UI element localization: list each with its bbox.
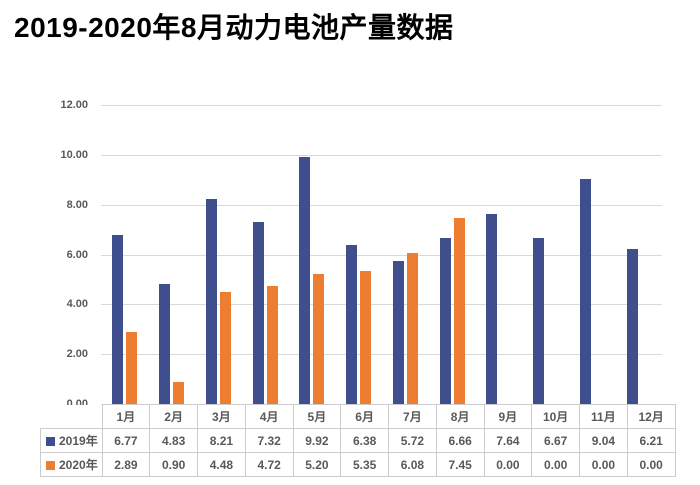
legend-swatch-icon bbox=[46, 461, 55, 470]
table-corner-cell bbox=[40, 404, 102, 429]
month-header-cell: 8月 bbox=[435, 404, 485, 429]
table-value-cell: 0.00 bbox=[579, 452, 628, 477]
table-value-cell: 5.35 bbox=[340, 452, 389, 477]
month-header-cell: 7月 bbox=[388, 404, 437, 429]
month-header-cell: 1月 bbox=[101, 404, 151, 429]
bar-2019年-4月 bbox=[252, 221, 264, 404]
legend-label: 2020年 bbox=[59, 458, 98, 472]
month-header-cell: 12月 bbox=[626, 404, 676, 429]
y-tick-label: 4.00 bbox=[66, 298, 88, 311]
bar-2020年-6月 bbox=[360, 270, 372, 404]
table-value-cell: 6.21 bbox=[626, 428, 676, 453]
table-value-cell: 8.21 bbox=[197, 428, 246, 453]
month-header-cell: 6月 bbox=[340, 404, 389, 429]
table-value-cell: 9.04 bbox=[579, 428, 628, 453]
bar-2020年-4月 bbox=[266, 286, 278, 404]
month-header-cell: 4月 bbox=[244, 404, 294, 429]
bar-2020年-5月 bbox=[313, 274, 325, 404]
table-value-cell: 4.72 bbox=[244, 452, 294, 477]
gridline bbox=[101, 304, 662, 306]
bar-2019年-11月 bbox=[579, 178, 591, 404]
table-value-cell: 7.45 bbox=[435, 452, 485, 477]
bar-2019年-10月 bbox=[533, 237, 545, 404]
bar-2019年-12月 bbox=[626, 249, 638, 404]
bar-2020年-8月 bbox=[453, 218, 465, 404]
bar-2020年-1月 bbox=[126, 331, 138, 404]
table-value-cell: 0.00 bbox=[531, 452, 580, 477]
table-value-cell: 6.67 bbox=[531, 428, 580, 453]
bar-2019年-3月 bbox=[205, 199, 217, 404]
table-row: 2019年 6.77 4.83 8.21 7.32 9.92 6.38 5.72 6.66 7.6… bbox=[40, 428, 676, 453]
table-value-cell: 9.92 bbox=[292, 428, 342, 453]
table-value-cell: 4.83 bbox=[149, 428, 198, 453]
table-value-cell: 7.64 bbox=[483, 428, 533, 453]
table-value-cell: 5.72 bbox=[388, 428, 437, 453]
table-value-cell: 6.08 bbox=[388, 452, 437, 477]
table-value-cell: 0.90 bbox=[149, 452, 198, 477]
table-value-cell: 0.00 bbox=[626, 452, 676, 477]
chart-title: 2019-2020年8月动力电池产量数据 bbox=[14, 12, 454, 43]
bar-2019年-9月 bbox=[486, 213, 498, 404]
bar-2019年-2月 bbox=[159, 283, 171, 404]
table-value-cell: 7.32 bbox=[244, 428, 294, 453]
y-tick-label: 2.00 bbox=[66, 348, 88, 361]
y-tick-label: 8.00 bbox=[66, 198, 88, 211]
table-value-cell: 6.77 bbox=[101, 428, 151, 453]
bar-2019年-6月 bbox=[346, 245, 358, 404]
legend-swatch-icon bbox=[46, 437, 55, 446]
gridline bbox=[101, 254, 662, 256]
bar-2020年-7月 bbox=[406, 252, 418, 404]
bar-2019年-8月 bbox=[439, 238, 451, 404]
month-header-cell: 2月 bbox=[149, 404, 198, 429]
y-tick-label: 6.00 bbox=[66, 248, 88, 261]
table-value-cell: 5.20 bbox=[292, 452, 342, 477]
table-value-cell: 4.48 bbox=[197, 452, 246, 477]
table-row: 2020年 2.89 0.90 4.48 4.72 5.20 5.35 6.08 7.45 0.0… bbox=[40, 452, 676, 477]
month-header-cell: 3月 bbox=[197, 404, 246, 429]
table-value-cell: 2.89 bbox=[101, 452, 151, 477]
y-tick-label: 10.00 bbox=[60, 148, 88, 161]
month-header-cell: 5月 bbox=[292, 404, 342, 429]
legend-cell-2020年: 2020年 bbox=[40, 452, 103, 477]
y-tick-label: 12.00 bbox=[60, 99, 88, 111]
bar-2019年-5月 bbox=[299, 156, 311, 404]
bar-2019年-7月 bbox=[392, 261, 404, 404]
table-value-cell: 6.38 bbox=[340, 428, 389, 453]
gridline bbox=[101, 204, 662, 206]
legend-label: 2019年 bbox=[59, 434, 98, 448]
gridline bbox=[101, 154, 662, 156]
data-table: 1月 2月 3月 4月 5月 6月 7月 8月 9月 10月 11月 12月 2019年 6.77 4.83… bbox=[40, 404, 676, 477]
month-header-cell: 11月 bbox=[579, 404, 628, 429]
gridline bbox=[101, 105, 662, 106]
table-value-cell: 6.66 bbox=[435, 428, 485, 453]
bar-2020年-2月 bbox=[173, 381, 185, 404]
month-header-cell: 10月 bbox=[531, 404, 580, 429]
legend-cell-2019年: 2019年 bbox=[40, 428, 103, 453]
month-header-cell: 9月 bbox=[483, 404, 533, 429]
bar-2019年-1月 bbox=[112, 235, 124, 404]
gridline bbox=[101, 354, 662, 356]
bar-2020年-3月 bbox=[219, 292, 231, 404]
table-value-cell: 0.00 bbox=[483, 452, 533, 477]
